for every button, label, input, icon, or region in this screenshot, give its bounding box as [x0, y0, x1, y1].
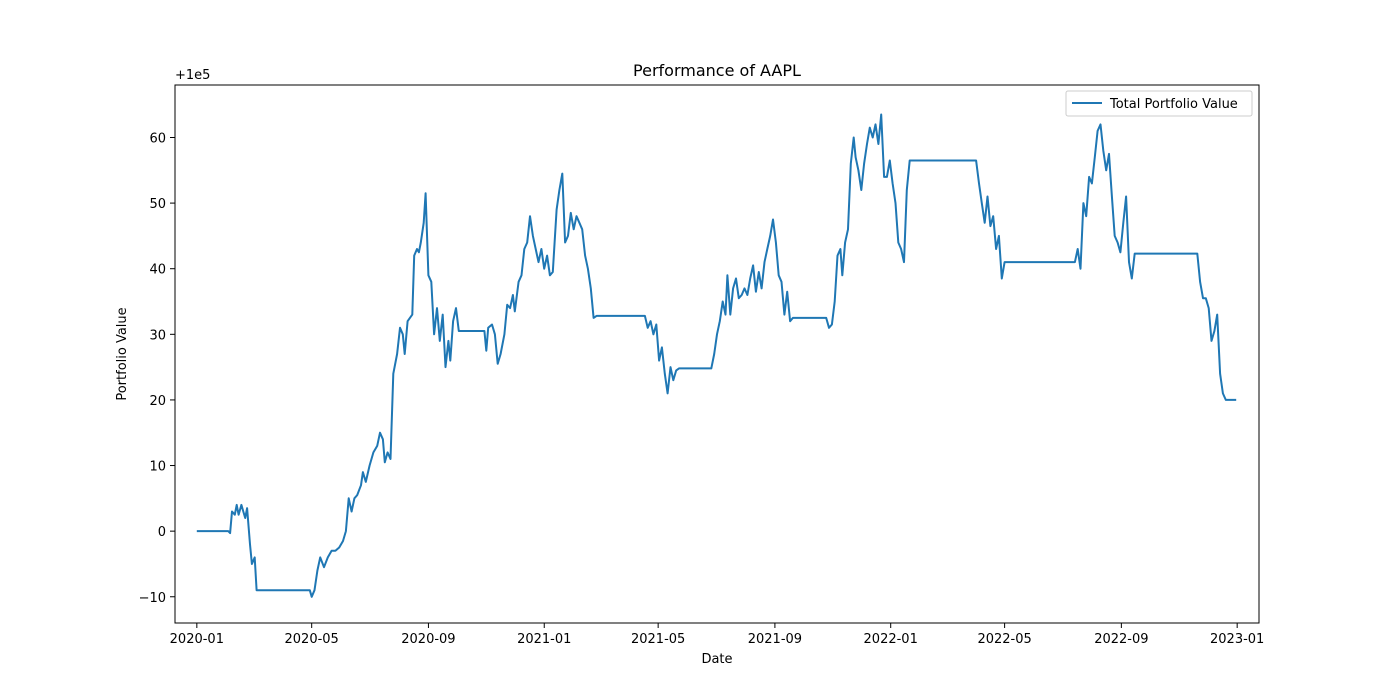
x-tick-label: 2023-01: [1210, 632, 1264, 647]
y-tick-label: 40: [149, 263, 166, 278]
y-tick-label: 0: [158, 525, 166, 540]
x-tick-label: 2020-09: [401, 632, 455, 647]
x-tick-label: 2021-05: [631, 632, 685, 647]
x-tick-label: 2021-09: [748, 632, 802, 647]
plot-frame: [174, 84, 1260, 624]
chart-title: Performance of AAPL: [633, 61, 801, 80]
y-axis-ticks: −10 0 10 20 30 40 50 60: [139, 131, 175, 606]
legend-label: Total Portfolio Value: [1109, 97, 1238, 112]
x-tick-label: 2020-05: [285, 632, 339, 647]
y-axis-label: Portfolio Value: [115, 307, 130, 400]
x-axis-label: Date: [701, 652, 732, 667]
x-axis-ticks: 2020-01 2020-05 2020-09 2021-01 2021-05 2021-…: [170, 623, 1264, 647]
y-tick-label: 10: [149, 460, 166, 475]
x-tick-label: 2021-01: [517, 632, 571, 647]
legend-box: [1065, 90, 1253, 117]
y-tick-label: 20: [149, 394, 166, 409]
y-tick-label: −10: [139, 591, 166, 606]
x-tick-label: 2022-09: [1094, 632, 1148, 647]
y-offset-label: +1e5: [175, 68, 210, 83]
x-tick-label: 2022-01: [864, 632, 918, 647]
x-tick-label: 2022-05: [977, 632, 1031, 647]
legend: Total Portfolio Value: [1065, 90, 1253, 117]
series-line-total-portfolio-value: [196, 113, 1237, 598]
y-tick-label: 50: [149, 197, 166, 212]
y-tick-label: 60: [149, 131, 166, 146]
y-tick-label: 30: [149, 328, 166, 343]
x-tick-label: 2020-01: [170, 632, 224, 647]
